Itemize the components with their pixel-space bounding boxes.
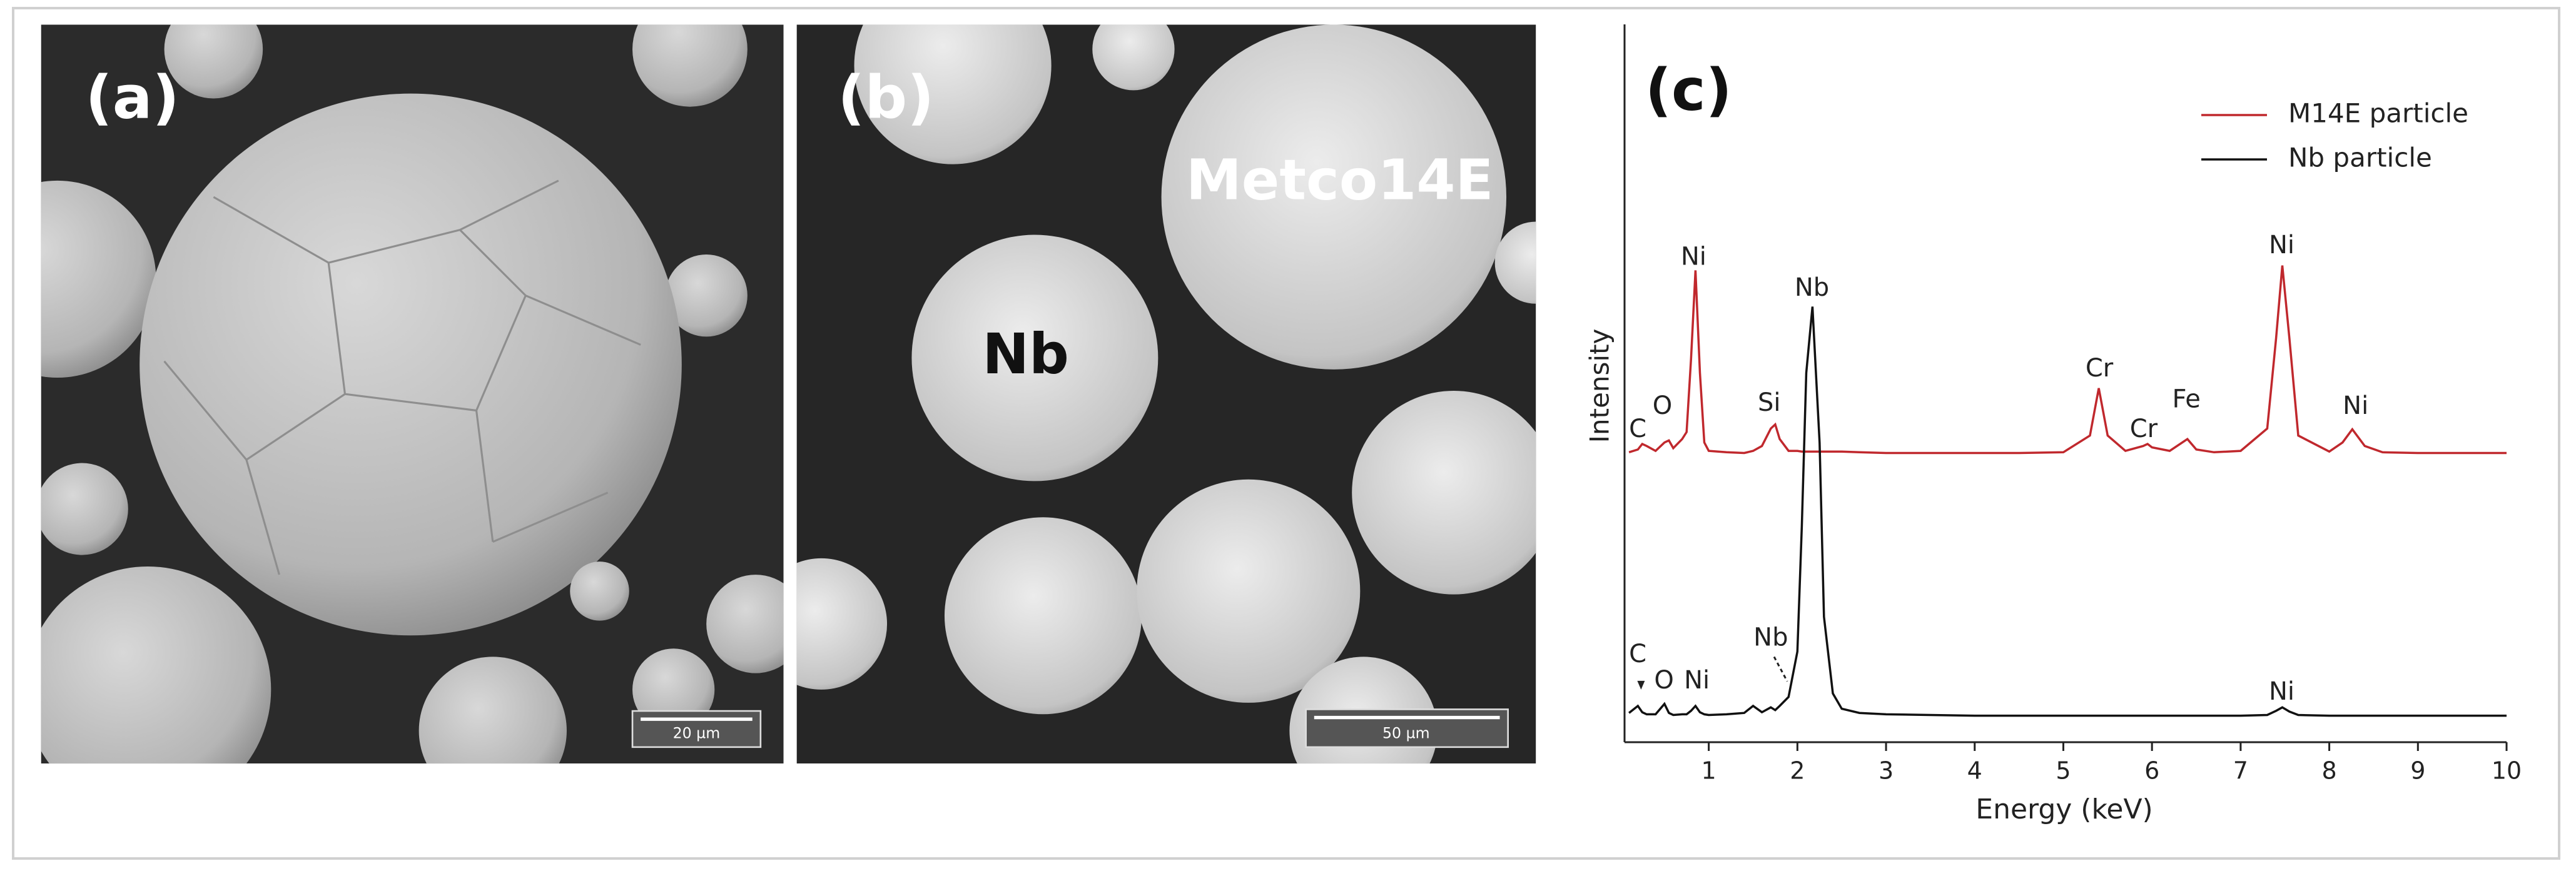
x-axis-label: Energy (keV) (1975, 793, 2153, 825)
peak-label: Ni (1681, 242, 1706, 271)
legend-label: M14E particle (2288, 98, 2468, 129)
x-tick-label: 4 (1967, 757, 1982, 785)
scale-bar (631, 710, 762, 748)
peak-label: O (1654, 666, 1673, 695)
peak-label: C (1629, 415, 1646, 443)
sem-image-b (796, 24, 1536, 764)
scale-bar (1305, 708, 1509, 748)
frame (12, 7, 2560, 860)
peak-label: O (1653, 391, 1672, 420)
x-tick-label: 6 (2144, 757, 2159, 785)
x-tick-label: 3 (1879, 757, 1894, 785)
particle-label: Nb (982, 322, 1069, 387)
panel-label: (b) (838, 64, 934, 133)
arrow (1637, 680, 1645, 690)
peak-label: Ni (2343, 391, 2368, 420)
x-tick-label: 9 (2410, 757, 2425, 785)
peak-label: Nb (1795, 273, 1829, 302)
particle-label: Metco14E (1186, 148, 1493, 213)
x-tick-label: 2 (1790, 757, 1805, 785)
x-tick-label: 10 (2492, 757, 2522, 785)
arrow (1773, 656, 1788, 682)
peak-label: Ni (2269, 677, 2295, 706)
sem-image-a (41, 24, 784, 764)
scale-text: 50 µm (1382, 724, 1430, 742)
panel-label: (a) (86, 64, 180, 133)
peak-label: C (1629, 640, 1646, 668)
peak-label: Fe (2172, 385, 2200, 414)
legend-label: Nb particle (2288, 143, 2432, 173)
peak-label: Cr (2130, 415, 2158, 443)
peak-label: Ni (1684, 666, 1710, 695)
x-tick-label: 5 (2056, 757, 2071, 785)
x-tick-label: 7 (2233, 757, 2248, 785)
peak-label: Cr (2086, 354, 2114, 383)
panel-label: (c) (1645, 56, 1732, 123)
peak-label: Ni (2269, 231, 2295, 259)
y-axis-label: Intensity (1585, 329, 1615, 443)
x-tick-label: 1 (1701, 757, 1716, 785)
spectrum-line (1628, 265, 2507, 455)
x-tick-label: 8 (2321, 757, 2336, 785)
spectrum-line (1628, 306, 2507, 717)
peak-label: Si (1758, 388, 1781, 417)
peak-label: Nb (1753, 623, 1788, 652)
scale-text: 20 µm (673, 724, 721, 742)
